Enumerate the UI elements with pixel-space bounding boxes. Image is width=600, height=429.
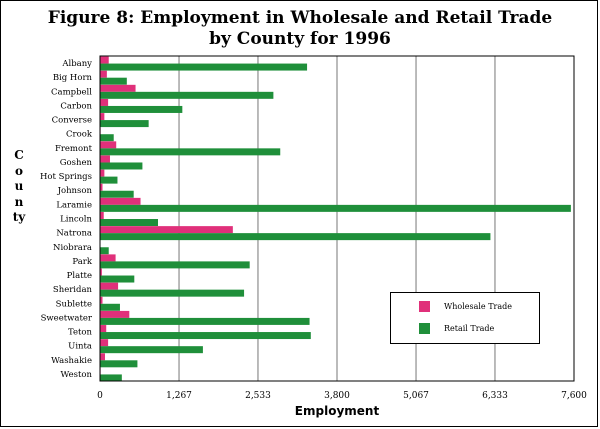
- wholesale-bar: [100, 84, 136, 92]
- legend: Wholesale Trade Retail Trade: [390, 292, 540, 344]
- wholesale-bar: [100, 353, 105, 361]
- category-label: Teton: [68, 328, 93, 338]
- retail-bar: [100, 204, 571, 212]
- legend-label-retail: Retail Trade: [444, 324, 495, 333]
- wholesale-bar: [100, 98, 109, 106]
- category-label: Lincoln: [60, 215, 92, 225]
- category-label: Big Horn: [53, 73, 93, 83]
- x-tick-label: 5,067: [403, 391, 429, 401]
- legend-item-retail: Retail Trade: [419, 323, 494, 334]
- wholesale-bar: [100, 141, 117, 149]
- category-label: Hot Springs: [40, 172, 92, 182]
- wholesale-bar: [100, 212, 104, 219]
- x-axis-label: Employment: [294, 404, 380, 418]
- category-label: Fremont: [55, 144, 93, 154]
- legend-label-wholesale: Wholesale Trade: [444, 302, 512, 311]
- category-label: Converse: [52, 116, 92, 126]
- chart-title-line-1: Figure 8: Employment in Wholesale and Re…: [47, 8, 553, 28]
- wholesale-bar: [100, 310, 130, 318]
- x-tick-label: 7,600: [561, 391, 587, 401]
- retail-bar: [100, 148, 281, 156]
- legend-item-wholesale: Wholesale Trade: [419, 301, 512, 312]
- wholesale-bar: [100, 155, 110, 163]
- x-tick-label: 3,800: [324, 391, 350, 401]
- category-label: Albany: [61, 59, 92, 69]
- wholesale-bar: [100, 56, 109, 64]
- retail-bar: [100, 176, 118, 184]
- retail-bar: [100, 233, 491, 241]
- x-tick-label: 6,333: [482, 391, 508, 401]
- retail-bar: [100, 77, 127, 85]
- wholesale-bar: [100, 113, 105, 121]
- wholesale-bar: [100, 339, 109, 347]
- retail-bar: [100, 275, 135, 283]
- y-axis-label: County: [12, 148, 26, 224]
- retail-bar: [100, 162, 143, 170]
- category-label: Natrona: [56, 229, 92, 239]
- retail-bar: [100, 360, 138, 368]
- chart-title-line-2: by County for 1996: [209, 29, 391, 49]
- legend-swatch-wholesale: [419, 301, 430, 312]
- category-label: Sublette: [56, 299, 92, 309]
- retail-bar: [100, 247, 109, 255]
- category-label: Johnson: [57, 186, 93, 196]
- retail-bar: [100, 63, 308, 71]
- wholesale-bar: [100, 70, 107, 78]
- retail-bar: [100, 374, 122, 382]
- retail-bar: [100, 105, 183, 113]
- x-tick-label: 2,533: [245, 391, 271, 401]
- category-label: Laramie: [56, 200, 92, 210]
- category-label: Washakie: [51, 356, 92, 366]
- retail-bar: [100, 346, 203, 354]
- category-label: Carbon: [60, 101, 92, 111]
- category-label: Weston: [61, 370, 93, 380]
- x-tick-label: 1,267: [166, 391, 192, 401]
- x-tick-labels: 0 1,267 2,533 3,800 5,067 6,333 7,600: [97, 391, 587, 401]
- category-label: Sheridan: [53, 285, 93, 295]
- wholesale-bar: [100, 268, 102, 276]
- retail-bar: [100, 134, 114, 142]
- retail-bar: [100, 317, 310, 325]
- wholesale-bar: [100, 325, 107, 333]
- retail-bar: [100, 219, 159, 226]
- category-label: Platte: [67, 271, 92, 281]
- retail-bar: [100, 332, 311, 340]
- category-label: Campbell: [51, 87, 92, 97]
- category-label: Goshen: [60, 158, 93, 168]
- retail-bar: [100, 303, 120, 311]
- chart-title: Figure 8: Employment in Wholesale and Re…: [0, 8, 600, 50]
- wholesale-bar: [100, 282, 119, 290]
- wholesale-bar: [100, 183, 103, 191]
- retail-bar: [100, 261, 250, 269]
- category-label: Niobrara: [53, 243, 92, 253]
- wholesale-bar: [100, 226, 233, 234]
- category-label: Park: [72, 257, 92, 267]
- wholesale-bar: [100, 169, 105, 177]
- category-label: Crook: [66, 130, 93, 140]
- category-label: Sweetwater: [41, 313, 93, 323]
- retail-bar: [100, 289, 245, 297]
- wholesale-bar: [100, 254, 116, 262]
- wholesale-bar: [100, 197, 141, 205]
- bars: [100, 56, 571, 382]
- x-tick-label: 0: [97, 391, 103, 401]
- wholesale-bar: [100, 296, 103, 304]
- legend-swatch-retail: [419, 323, 430, 334]
- retail-bar: [100, 190, 134, 198]
- category-labels: Albany Big Horn Campbell Carbon Converse Croo…: [40, 59, 93, 380]
- category-label: Uinta: [68, 342, 92, 352]
- retail-bar: [100, 91, 274, 99]
- retail-bar: [100, 120, 149, 128]
- plot-area-border: [99, 55, 575, 382]
